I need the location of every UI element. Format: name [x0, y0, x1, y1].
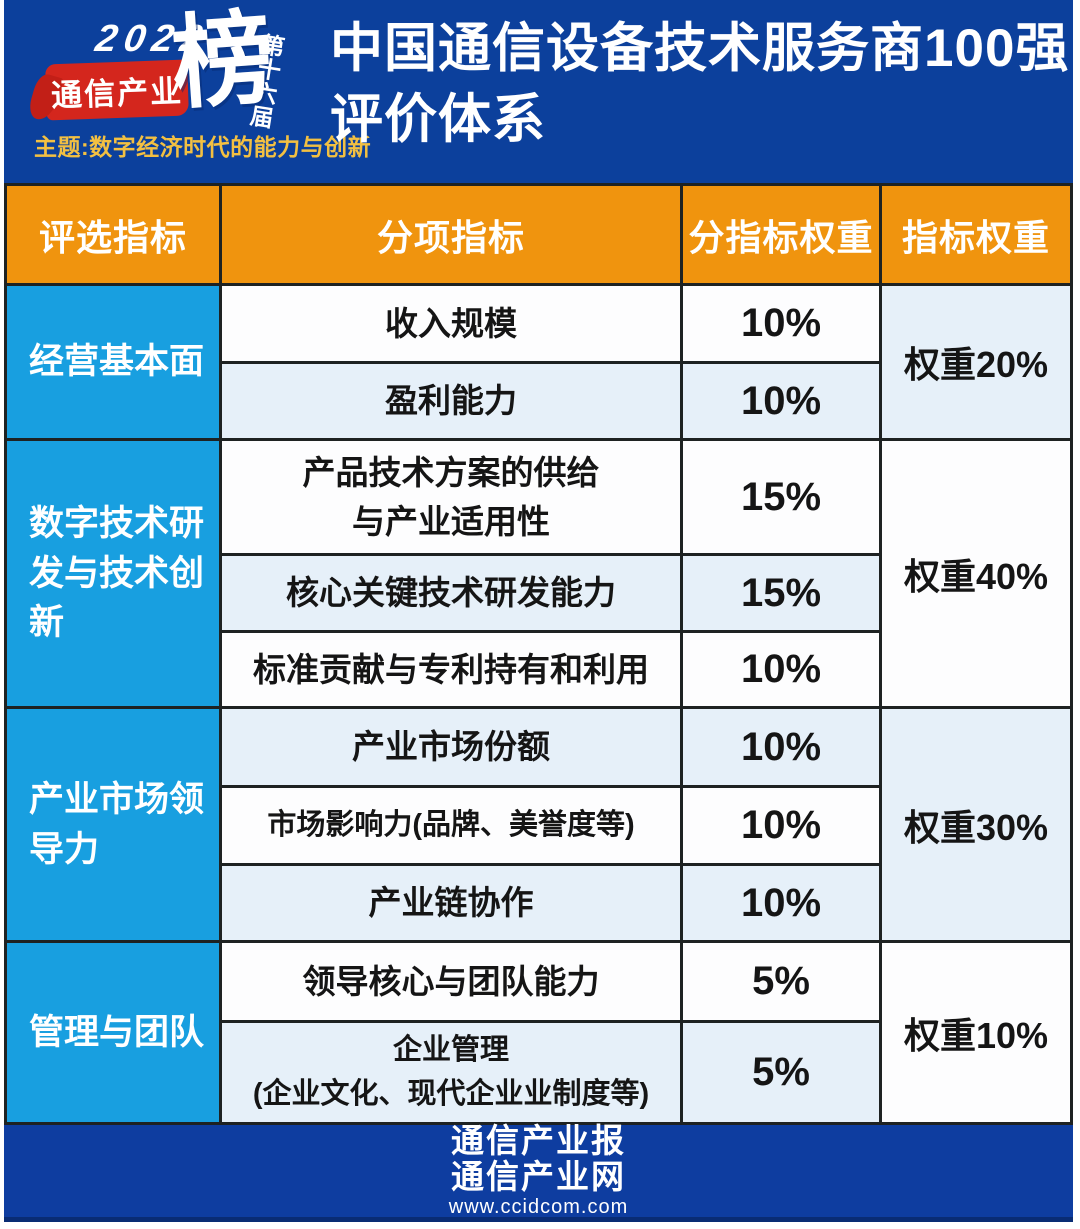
- subweight-cell: 10%: [683, 286, 879, 361]
- logo-badge-text: 通信产业: [50, 73, 184, 113]
- indicator-cell: 领导核心与团队能力: [222, 943, 680, 1020]
- footer-website-url: www.ccidcom.com: [448, 1196, 629, 1218]
- indicator-cell: 市场影响力(品牌、美誉度等): [222, 788, 680, 863]
- category-cell-digital-tech-innovation: 数字技术研发与技术创新: [7, 441, 219, 706]
- subweight-cell: 5%: [683, 943, 879, 1020]
- subweight-cell: 10%: [683, 709, 879, 785]
- groupweight-cell: 权重20%: [882, 286, 1070, 438]
- poster-canvas: 2022 通信产业 榜 第十六届 主题:数字经济时代的能力与创新 中国通信设备技…: [4, 0, 1073, 1222]
- logo-red-ribbon: 通信产业: [45, 59, 189, 121]
- footer-brand-line1: 通信产业报: [451, 1122, 626, 1159]
- groupweight-cell: 权重40%: [882, 441, 1070, 706]
- groupweight-cell: 权重10%: [882, 943, 1070, 1122]
- subweight-cell: 5%: [683, 1023, 879, 1122]
- page-title: 中国通信设备技术服务商100强 评价体系: [330, 13, 1069, 155]
- groupweight-cell: 权重30%: [882, 709, 1070, 940]
- subweight-cell: 15%: [683, 556, 879, 630]
- footer-brand-line2: 通信产业网: [451, 1158, 626, 1195]
- column-header-subindicator: 分项指标: [222, 186, 680, 283]
- indicator-cell: 核心关键技术研发能力: [222, 556, 680, 630]
- evaluation-table: 评选指标 分项指标 分指标权重 指标权重 经营基本面 数字技术研发与技术创新 产…: [4, 183, 1073, 1125]
- indicator-cell: 产品技术方案的供给 与产业适用性: [222, 441, 680, 553]
- subweight-cell: 10%: [683, 364, 879, 438]
- subweight-cell: 10%: [683, 866, 879, 940]
- brand-logo: 2022 通信产业 榜 第十六届 主题:数字经济时代的能力与创新: [4, 0, 371, 183]
- indicator-cell: 收入规模: [222, 286, 680, 361]
- category-cell-business-fundamentals: 经营基本面: [7, 286, 219, 438]
- logo-theme-line: 主题:数字经济时代的能力与创新: [34, 134, 372, 160]
- indicator-cell: 盈利能力: [222, 364, 680, 438]
- indicator-cell: 产业市场份额: [222, 709, 680, 785]
- indicator-cell: 标准贡献与专利持有和利用: [222, 633, 680, 706]
- column-header-weight: 指标权重: [882, 186, 1070, 283]
- category-cell-market-leadership: 产业市场领导力: [7, 709, 219, 940]
- column-header-criteria: 评选指标: [7, 186, 219, 283]
- footer-banner: 通信产业报 通信产业网 www.ccidcom.com: [4, 1122, 1073, 1222]
- page-title-line1: 中国通信设备技术服务商100强: [330, 19, 1070, 78]
- indicator-cell: 企业管理 (企业文化、现代企业业制度等): [222, 1023, 680, 1122]
- column-header-subweight: 分指标权重: [683, 186, 879, 283]
- page-title-line2: 评价体系: [330, 90, 546, 149]
- header-banner: 2022 通信产业 榜 第十六届 主题:数字经济时代的能力与创新 中国通信设备技…: [4, 0, 1073, 183]
- subweight-cell: 10%: [683, 633, 879, 706]
- indicator-cell: 产业链协作: [222, 866, 680, 940]
- category-cell-management-team: 管理与团队: [7, 943, 219, 1122]
- subweight-cell: 15%: [683, 441, 879, 553]
- subweight-cell: 10%: [683, 788, 879, 863]
